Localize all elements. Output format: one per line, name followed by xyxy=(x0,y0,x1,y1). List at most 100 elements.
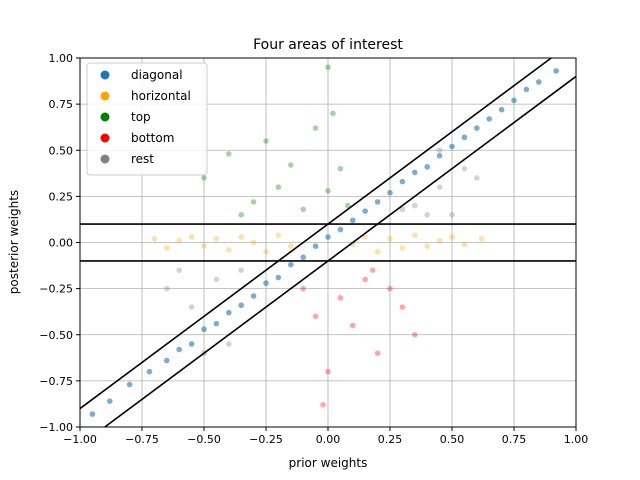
x-tick-label: −0.50 xyxy=(187,433,221,446)
legend-label-top: top xyxy=(131,110,151,124)
x-tick-label: 0.75 xyxy=(502,433,527,446)
top-point xyxy=(288,162,294,168)
diagonal-point xyxy=(374,199,381,205)
horizontal-point xyxy=(412,232,418,238)
diagonal-point xyxy=(300,254,307,261)
rest-point xyxy=(436,147,443,154)
horizontal-point xyxy=(250,239,257,246)
diagonal-point xyxy=(511,97,517,104)
diagonal-point xyxy=(553,68,559,74)
diagonal-point xyxy=(263,280,269,286)
diagonal-point xyxy=(337,226,344,233)
y-tick-label: 0.50 xyxy=(49,144,74,157)
diagonal-point xyxy=(106,398,113,404)
bottom-point xyxy=(300,285,307,292)
legend-label-horizontal: horizontal xyxy=(131,89,191,103)
x-tick-label: 0.25 xyxy=(378,433,403,446)
bottom-point xyxy=(350,322,356,329)
diagonal-point xyxy=(325,234,331,240)
rest-point xyxy=(238,267,244,273)
rest-point xyxy=(176,267,182,273)
y-tick-label: −0.75 xyxy=(39,375,73,388)
diagonal-boundary-line xyxy=(79,57,552,410)
bottom-point xyxy=(362,276,369,283)
legend-marker-rest xyxy=(100,154,110,164)
top-point xyxy=(325,188,331,194)
diagonal-point xyxy=(226,309,232,316)
diagonal-point xyxy=(461,134,468,141)
top-point xyxy=(263,138,269,144)
bottom-point xyxy=(412,331,418,338)
diagonal-point xyxy=(536,79,542,85)
bottom-point xyxy=(320,402,326,408)
bottom-point xyxy=(325,368,331,375)
x-ticks: −1.00 −0.75 −0.50 −0.25 0.00 0.25 0.50 0.75 1.00 xyxy=(63,427,588,446)
top-point xyxy=(330,110,336,117)
rest-point xyxy=(474,175,480,181)
horizontal-point xyxy=(275,232,282,238)
horizontal-point xyxy=(399,245,406,251)
diagonal-point xyxy=(188,341,195,347)
rest-point xyxy=(461,165,468,172)
horizontal-point xyxy=(461,241,468,248)
diagonal-point xyxy=(312,243,319,249)
diagonal-point xyxy=(164,357,170,364)
horizontal-point xyxy=(374,248,381,255)
top-point xyxy=(226,151,232,157)
rest-point xyxy=(188,304,195,310)
legend-frame xyxy=(86,62,208,176)
rest-point xyxy=(436,184,443,190)
diagonal-point xyxy=(126,381,133,388)
horizontal-point xyxy=(288,243,294,249)
legend-marker-bottom xyxy=(100,133,110,143)
top-point xyxy=(250,199,257,205)
horizontal-point xyxy=(188,234,195,240)
diagonal-point xyxy=(387,189,393,196)
boundary-lines xyxy=(79,57,577,428)
horizontal-point xyxy=(151,236,158,242)
legend-label-rest: rest xyxy=(131,152,154,166)
scatter-points xyxy=(89,64,559,417)
rest-point xyxy=(226,341,232,347)
y-tick-label: −0.50 xyxy=(39,329,73,342)
y-tick-label: 0.25 xyxy=(49,190,74,203)
rest-point xyxy=(449,212,455,218)
top-point xyxy=(300,206,307,213)
x-tick-label: 0.00 xyxy=(316,433,341,446)
horizontal-point xyxy=(478,236,485,242)
top-point xyxy=(238,212,244,218)
horizontal-point xyxy=(362,234,369,240)
bottom-point xyxy=(399,304,406,310)
diagonal-point xyxy=(449,143,455,150)
diagonal-point xyxy=(201,326,207,333)
diagonal-point xyxy=(498,106,505,113)
diagonal-point xyxy=(424,164,431,170)
rest-point xyxy=(412,202,418,209)
chart-title: Four areas of interest xyxy=(253,37,403,53)
top-point xyxy=(275,184,282,190)
diagonal-point xyxy=(275,274,282,281)
legend-label-bottom: bottom xyxy=(131,131,174,145)
diagonal-point xyxy=(288,261,294,268)
diagonal-point xyxy=(89,411,96,417)
diagonal-point xyxy=(436,152,443,159)
bottom-point xyxy=(337,295,344,301)
x-axis-label: prior weights xyxy=(289,456,368,470)
x-tick-label: 1.00 xyxy=(564,433,589,446)
bottom-point xyxy=(369,267,376,273)
x-tick-label: −0.75 xyxy=(125,433,159,446)
top-point xyxy=(312,125,319,131)
horizontal-point xyxy=(176,237,182,244)
diagonal-point xyxy=(238,302,244,309)
diagonal-point xyxy=(250,293,257,299)
diagonal-point xyxy=(523,86,530,93)
legend-label-diagonal: diagonal xyxy=(131,68,183,82)
legend: diagonal horizontal top bottom rest xyxy=(86,62,208,176)
rest-point xyxy=(164,285,170,292)
legend-marker-top xyxy=(100,112,110,122)
top-point xyxy=(337,165,344,172)
rest-point xyxy=(399,206,406,213)
diagonal-point xyxy=(350,217,356,224)
diagonal-point xyxy=(486,116,493,122)
